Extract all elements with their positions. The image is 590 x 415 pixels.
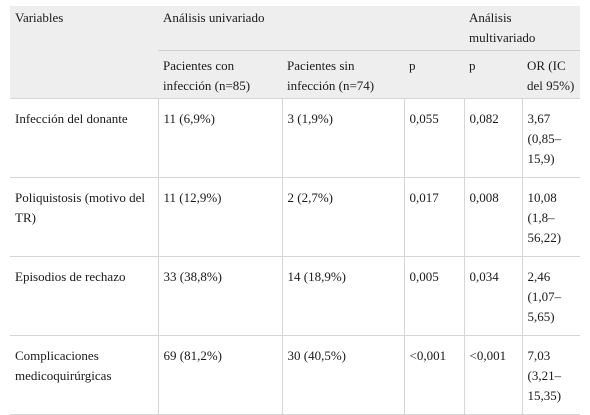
cell-variable: Poliquistosis (motivo del TR): [10, 177, 159, 257]
cell-variable: Infección del donante: [10, 98, 159, 178]
cell-without-infection: 3 (1,9%): [282, 98, 405, 178]
cell-p-univariate: <0,001: [404, 335, 465, 415]
cell-with-infection: 69 (81,2%): [158, 335, 283, 415]
cell-p-multivariate: <0,001: [464, 335, 523, 415]
cell-without-infection: 30 (40,5%): [282, 335, 405, 415]
header-p-univariate: p: [404, 50, 464, 99]
header-multivariate: Análisis multivariado: [464, 6, 581, 51]
cell-or-ci: 2,46 (1,07–5,65): [522, 256, 581, 336]
cell-or-ci: 10,08 (1,8–56,22): [522, 177, 581, 257]
results-table: Variables Análisis univariado Análisis m…: [10, 6, 581, 415]
results-table-container: Variables Análisis univariado Análisis m…: [10, 6, 581, 415]
table-row: Episodios de rechazo 33 (38,8%) 14 (18,9…: [10, 256, 581, 336]
table-header: Variables Análisis univariado Análisis m…: [10, 6, 581, 99]
table-row: Poliquistosis (motivo del TR) 11 (12,9%)…: [10, 177, 581, 257]
cell-or-ci: 3,67 (0,85–15,9): [522, 98, 581, 178]
cell-p-univariate: 0,005: [404, 256, 465, 336]
cell-with-infection: 11 (12,9%): [158, 177, 283, 257]
cell-or-ci: 7,03 (3,21–15,35): [522, 335, 581, 415]
cell-p-multivariate: 0,008: [464, 177, 523, 257]
cell-variable: Complicaciones medicoquirúrgicas: [10, 335, 159, 415]
table-body: Infección del donante 11 (6,9%) 3 (1,9%)…: [10, 98, 581, 415]
cell-with-infection: 33 (38,8%): [158, 256, 283, 336]
header-variables: Variables: [10, 6, 158, 99]
cell-without-infection: 14 (18,9%): [282, 256, 405, 336]
cell-p-multivariate: 0,082: [464, 98, 523, 178]
header-p-multivariate: p: [464, 50, 522, 99]
cell-with-infection: 11 (6,9%): [158, 98, 283, 178]
cell-p-multivariate: 0,034: [464, 256, 523, 336]
table-row: Complicaciones medicoquirúrgicas 69 (81,…: [10, 335, 581, 415]
header-univariate: Análisis univariado: [158, 6, 464, 51]
header-or-ci: OR (IC del 95%): [522, 50, 581, 99]
cell-without-infection: 2 (2,7%): [282, 177, 405, 257]
header-with-infection: Pacientes con infección (n=85): [158, 50, 282, 99]
table-row: Infección del donante 11 (6,9%) 3 (1,9%)…: [10, 98, 581, 178]
cell-p-univariate: 0,017: [404, 177, 465, 257]
header-without-infection: Pacientes sin infección (n=74): [282, 50, 404, 99]
cell-variable: Episodios de rechazo: [10, 256, 159, 336]
cell-p-univariate: 0,055: [404, 98, 465, 178]
